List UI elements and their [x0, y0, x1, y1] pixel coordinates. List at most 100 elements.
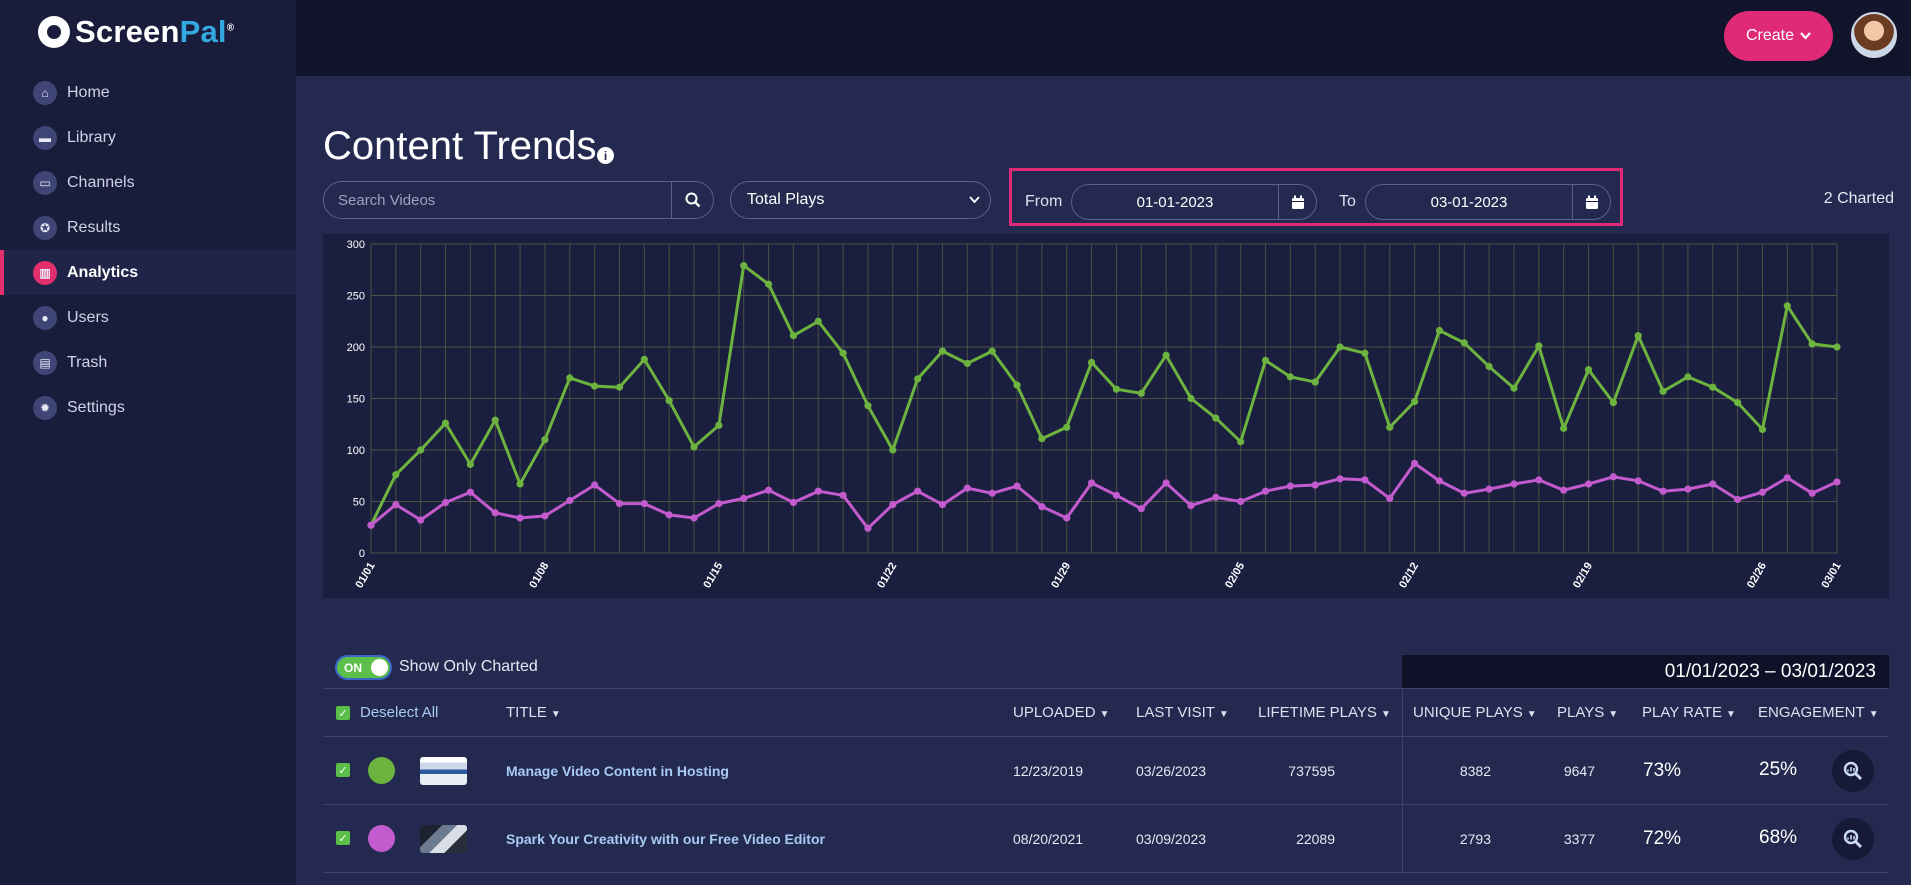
series-2-point — [591, 481, 599, 489]
series-1-point — [1460, 339, 1468, 347]
header-play-rate[interactable]: PLAY RATE ▼ — [1642, 704, 1736, 721]
series-1-point — [1261, 356, 1270, 364]
metric-select[interactable]: Total Plays — [730, 181, 991, 219]
user-avatar[interactable] — [1851, 12, 1897, 58]
series-2-point — [1386, 494, 1394, 503]
play-rate: 72% — [1643, 828, 1682, 849]
header-engagement[interactable]: ENGAGEMENT ▼ — [1758, 704, 1879, 721]
series-2-point — [1659, 487, 1667, 495]
series-2-point — [914, 487, 922, 495]
series-2-point — [1137, 505, 1145, 513]
deselect-all-link[interactable]: Deselect All — [360, 704, 439, 721]
from-date-field[interactable]: 01-01-2023 — [1071, 184, 1317, 220]
sidebar-item-label: Users — [67, 308, 109, 326]
series-1-point — [1709, 383, 1717, 391]
trash-icon: ▤ — [33, 350, 57, 375]
header-unique-plays[interactable]: UNIQUE PLAYS ▼ — [1413, 704, 1537, 721]
header-plays[interactable]: PLAYS ▼ — [1557, 704, 1618, 721]
play-rate: 73% — [1643, 760, 1682, 781]
sidebar-item-settings[interactable]: ✹ Settings — [0, 385, 296, 430]
series-1-point — [1013, 381, 1021, 389]
screenpal-logo[interactable]: ScreenPal® — [38, 12, 234, 52]
series-1-point — [889, 446, 897, 454]
video-thumbnail[interactable] — [420, 757, 467, 785]
row-checkbox[interactable]: ✓ — [336, 763, 350, 777]
series-2-point — [1684, 485, 1692, 493]
table-row[interactable]: ✓ Manage Video Content in Hosting 12/23/… — [323, 737, 1889, 805]
series-1-point — [566, 374, 574, 382]
series-2-point — [665, 511, 673, 519]
y-tick-label: 300 — [347, 239, 365, 251]
top-bar — [296, 0, 1911, 76]
series-1-point — [1435, 326, 1444, 335]
search-button[interactable] — [671, 182, 713, 218]
series-2-point — [1038, 503, 1046, 511]
header-last-visit-label: LAST VISIT — [1136, 704, 1215, 721]
series-1-point — [1063, 423, 1071, 431]
create-button[interactable]: Create — [1724, 11, 1833, 61]
series-1-point — [392, 471, 400, 479]
chevron-down-icon — [969, 196, 980, 204]
sidebar-item-analytics[interactable]: ▥ Analytics — [0, 250, 296, 295]
row-checkbox[interactable]: ✓ — [336, 831, 350, 845]
sort-caret-icon: ▼ — [1726, 709, 1736, 720]
sidebar-item-library[interactable]: ▬ Library — [0, 115, 296, 160]
view-details-button[interactable] — [1832, 818, 1874, 860]
header-uploaded[interactable]: UPLOADED ▼ — [1013, 704, 1109, 721]
series-2-point — [1833, 478, 1841, 486]
header-lifetime-label: LIFETIME PLAYS — [1258, 704, 1377, 721]
sidebar-item-home[interactable]: ⌂ Home — [0, 70, 296, 115]
to-date-field[interactable]: 03-01-2023 — [1365, 184, 1611, 220]
engagement: 25% — [1759, 759, 1798, 780]
lifetime-plays: 737595 — [1288, 763, 1335, 779]
sidebar-item-channels[interactable]: ▭ Channels — [0, 160, 296, 205]
to-label: To — [1339, 193, 1356, 210]
y-tick-label: 0 — [359, 548, 365, 560]
sidebar-item-label: Channels — [67, 173, 135, 191]
show-only-charted-toggle[interactable]: ON — [335, 655, 392, 680]
series-2-point — [640, 499, 648, 508]
header-lifetime-plays[interactable]: LIFETIME PLAYS ▼ — [1258, 704, 1391, 721]
last-visit-date: 03/09/2023 — [1136, 831, 1207, 847]
table-row[interactable]: ✓ Spark Your Creativity with our Free Vi… — [323, 805, 1889, 873]
select-all-checkbox[interactable]: ✓ — [336, 706, 350, 720]
series-1-point — [1286, 373, 1294, 381]
from-calendar-button[interactable] — [1278, 185, 1316, 219]
series-1-point — [1237, 438, 1245, 446]
series-2-point — [1237, 497, 1245, 506]
user-icon: ● — [33, 305, 57, 330]
header-last-visit[interactable]: LAST VISIT ▼ — [1136, 704, 1229, 721]
series-2-point — [789, 498, 798, 507]
series-2-point — [1485, 485, 1493, 493]
last-visit-date: 03/26/2023 — [1136, 763, 1207, 779]
x-tick-label: 03/01 — [1819, 561, 1843, 591]
series-2-point — [1584, 480, 1593, 488]
series-1-point — [640, 355, 648, 363]
view-details-button[interactable] — [1832, 750, 1874, 792]
plays: 9647 — [1563, 763, 1595, 779]
search-input[interactable] — [324, 182, 671, 218]
info-icon[interactable]: i — [597, 147, 614, 164]
show-only-charted-label: Show Only Charted — [399, 658, 538, 675]
video-title-link[interactable]: Manage Video Content in Hosting — [506, 763, 729, 779]
series-1-point — [1311, 378, 1319, 386]
series-1-point — [615, 383, 624, 391]
video-thumbnail[interactable] — [420, 825, 467, 853]
series-2-point — [864, 524, 872, 532]
series-1-point — [541, 436, 549, 444]
series-2-point — [938, 500, 947, 509]
unique-plays: 2793 — [1459, 831, 1491, 847]
video-title-link[interactable]: Spark Your Creativity with our Free Vide… — [506, 831, 825, 847]
series-1-point — [839, 349, 847, 357]
series-2-point — [839, 491, 847, 499]
sort-caret-icon: ▼ — [1608, 709, 1619, 720]
header-title[interactable]: TITLE ▼ — [506, 704, 561, 721]
sidebar-item-trash[interactable]: ▤ Trash — [0, 340, 296, 385]
sidebar-item-results[interactable]: ✪ Results — [0, 205, 296, 250]
series-1-point — [1783, 302, 1791, 310]
x-tick-label: 01/15 — [701, 561, 725, 591]
series-2-point — [1212, 493, 1220, 501]
to-calendar-button[interactable] — [1572, 185, 1610, 219]
sidebar-nav: ⌂ Home ▬ Library ▭ Channels ✪ Results ▥ Analytics… — [0, 70, 296, 430]
sidebar-item-users[interactable]: ● Users — [0, 295, 296, 340]
